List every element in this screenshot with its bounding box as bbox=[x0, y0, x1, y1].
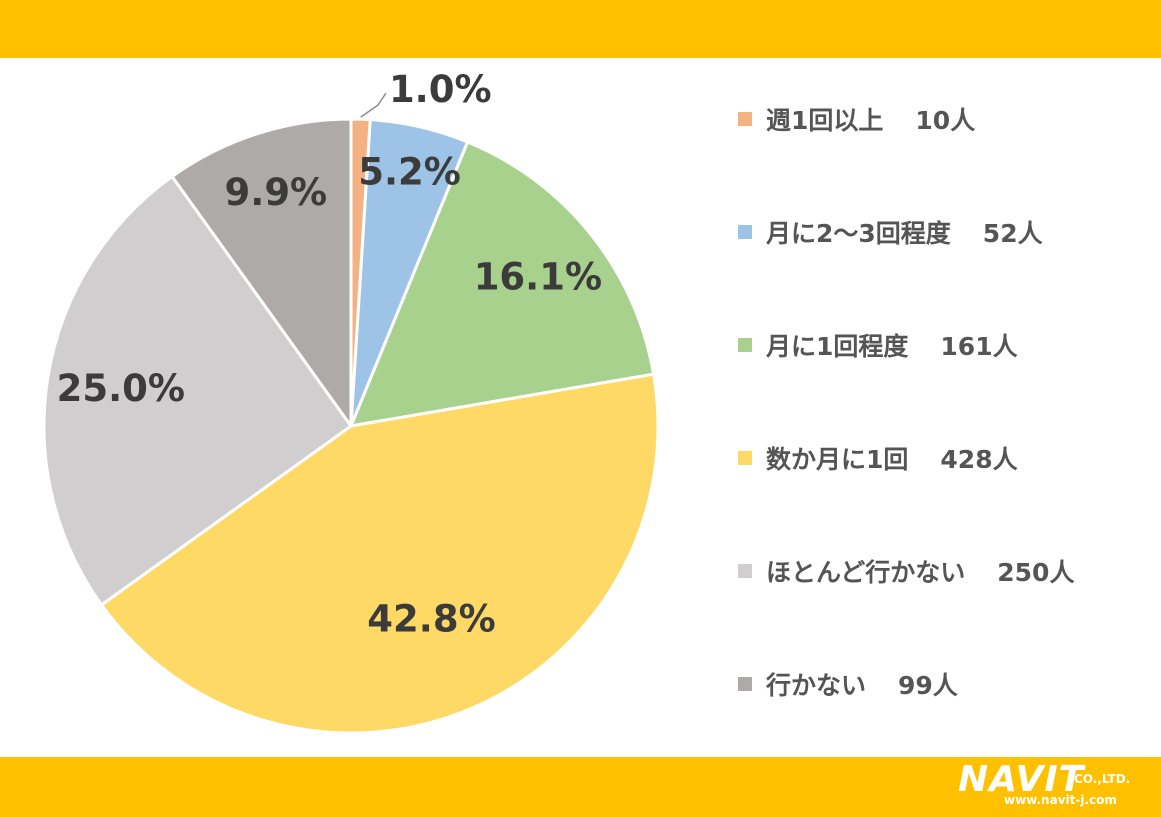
slice-percent-label: 16.1% bbox=[474, 255, 602, 298]
slice-percent-label: 25.0% bbox=[57, 367, 185, 410]
navit-logo: NAVIT CO.,LTD. www.navit-j.com bbox=[958, 759, 1154, 812]
chart-legend: 週1回以上 10人月に2～3回程度 52人月に1回程度 161人数か月に1回 428人ほ… bbox=[738, 102, 1074, 780]
pie-slice bbox=[349, 140, 656, 428]
legend-swatch bbox=[738, 451, 752, 465]
pie-slice bbox=[42, 175, 353, 607]
leader-lines bbox=[360, 92, 387, 118]
legend-count: 161人 bbox=[940, 332, 1018, 361]
logo-suffix: CO.,LTD. bbox=[1074, 772, 1131, 786]
legend-count: 250人 bbox=[997, 558, 1075, 587]
header-band bbox=[0, 0, 1161, 58]
legend-item: ほとんど行かない 250人 bbox=[738, 554, 1074, 588]
legend-label: 行かない bbox=[766, 671, 867, 700]
pie-chart: 1.0% 5.2% 16.1% 42.8% 25.0% 9.9% bbox=[42, 68, 660, 735]
legend-item: 月に2～3回程度 52人 bbox=[738, 215, 1074, 249]
leader-line bbox=[360, 92, 387, 118]
pie-slice bbox=[170, 117, 353, 428]
legend-item: 週1回以上 10人 bbox=[738, 102, 1074, 136]
footer-band bbox=[0, 757, 1161, 817]
legend-swatch bbox=[738, 564, 752, 578]
legend-label: ほとんど行かない bbox=[766, 558, 966, 587]
legend-item: 行かない 99人 bbox=[738, 667, 1074, 701]
slice-percent-label: 9.9% bbox=[225, 171, 328, 214]
legend-label: 月に2～3回程度 bbox=[766, 219, 951, 248]
legend-swatch bbox=[738, 338, 752, 352]
logo-name: NAVIT bbox=[958, 759, 1085, 800]
pie-slices bbox=[42, 117, 660, 735]
legend-label: 月に1回程度 bbox=[766, 332, 909, 361]
slice-percent-label: 1.0% bbox=[389, 68, 492, 111]
legend-count: 10人 bbox=[915, 106, 976, 135]
legend-count: 99人 bbox=[898, 671, 958, 700]
logo-url: www.navit-j.com bbox=[1004, 793, 1117, 807]
slice-percent-label: 5.2% bbox=[358, 151, 461, 194]
legend-swatch bbox=[738, 225, 752, 239]
legend-item: 数か月に1回 428人 bbox=[738, 441, 1074, 475]
legend-label: 数か月に1回 bbox=[766, 445, 909, 474]
legend-swatch bbox=[738, 112, 752, 126]
slice-percent-label: 42.8% bbox=[367, 598, 495, 641]
pie-slice bbox=[100, 372, 660, 735]
legend-count: 52人 bbox=[982, 219, 1043, 248]
legend-count: 428人 bbox=[940, 445, 1018, 474]
legend-label: 週1回以上 bbox=[766, 106, 884, 135]
legend-item: 月に1回程度 161人 bbox=[738, 328, 1074, 362]
legend-swatch bbox=[738, 677, 752, 691]
slice-labels: 1.0% 5.2% 16.1% 42.8% 25.0% 9.9% bbox=[57, 68, 602, 640]
